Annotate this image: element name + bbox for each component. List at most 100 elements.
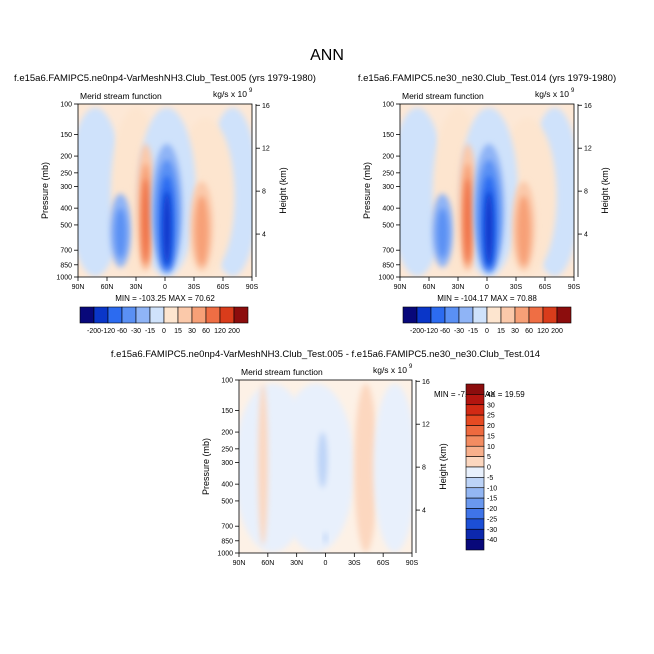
height-axis-label: Height (km) xyxy=(600,167,610,214)
contour-region xyxy=(194,195,209,266)
colorbar-label: -60 xyxy=(440,328,450,335)
units-label: kg/s x 10 xyxy=(373,365,407,375)
contour-fill xyxy=(239,383,412,553)
colorbar-label: 60 xyxy=(525,328,533,335)
colorbar-label: 40 xyxy=(487,392,495,399)
colorbar-label: 30 xyxy=(188,328,196,335)
variable-label: Merid stream function xyxy=(241,367,323,377)
contour-region xyxy=(485,191,493,266)
x-tick-label: 0 xyxy=(324,560,328,567)
colorbar-label: -15 xyxy=(145,328,155,335)
y-tick-label: 300 xyxy=(382,184,394,191)
colorbar: -200 -120 -60 -30 -15 0 15 30 60 120 200 xyxy=(402,306,572,335)
panel-difference: f.e15a6.FAMIPC5.ne0np4-VarMeshNH3.Club_T… xyxy=(111,349,540,567)
y-tick-label: 150 xyxy=(60,132,72,139)
y-axis-label: Pressure (mb) xyxy=(201,438,211,495)
colorbar-box xyxy=(486,306,502,324)
colorbar-label: -40 xyxy=(487,537,497,544)
height-tick-label: 4 xyxy=(262,232,266,239)
height-tick-label: 12 xyxy=(262,146,270,153)
colorbar-box xyxy=(121,306,137,324)
colorbar-label: 120 xyxy=(214,328,226,335)
height-tick-label: 12 xyxy=(584,146,592,153)
colorbar-box xyxy=(416,306,432,324)
colorbar-label: 30 xyxy=(487,402,495,409)
colorbar-box xyxy=(465,518,485,530)
colorbar-box xyxy=(465,425,485,437)
colorbar-box xyxy=(542,306,558,324)
y-tick-label: 100 xyxy=(382,102,394,109)
x-tick-label: 90N xyxy=(394,284,407,291)
contour-region xyxy=(317,432,328,488)
colorbar-label: 120 xyxy=(537,328,549,335)
colorbar-box xyxy=(233,306,249,324)
colorbar-box xyxy=(205,306,221,324)
colorbar-box xyxy=(472,306,488,324)
colorbar-box xyxy=(430,306,446,324)
x-tick-label: 30S xyxy=(188,284,201,291)
contour-region xyxy=(436,208,449,259)
units-label: kg/s x 10 xyxy=(213,89,247,99)
colorbar-label: -200 xyxy=(87,328,101,335)
colorbar-label: -20 xyxy=(487,506,497,513)
x-tick-label: 60S xyxy=(539,284,552,291)
y-tick-label: 200 xyxy=(60,154,72,161)
colorbar-label: -5 xyxy=(487,475,493,482)
colorbar-label: 30 xyxy=(511,328,519,335)
height-tick-label: 16 xyxy=(262,103,270,110)
colorbar-label: 0 xyxy=(485,328,489,335)
colorbar-box xyxy=(465,487,485,499)
colorbar-box xyxy=(219,306,235,324)
colorbar-box xyxy=(528,306,544,324)
colorbar-box xyxy=(402,306,418,324)
colorbar-label: -10 xyxy=(487,485,497,492)
y-tick-label: 250 xyxy=(221,446,233,453)
contour-region xyxy=(464,178,472,264)
colorbar-label: 200 xyxy=(551,328,563,335)
colorbar-label: -30 xyxy=(454,328,464,335)
colorbar-label: 20 xyxy=(487,423,495,430)
y-tick-label: 500 xyxy=(60,222,72,229)
x-tick-label: 90S xyxy=(568,284,581,291)
colorbar-label: 0 xyxy=(162,328,166,335)
colorbar-box xyxy=(465,477,485,489)
colorbar: -200 -120 -60 -30 -15 0 15 30 60 120 200 xyxy=(79,306,249,335)
x-tick-label: 30N xyxy=(290,560,303,567)
colorbar-box xyxy=(465,414,485,426)
colorbar-box xyxy=(465,497,485,509)
colorbar-box xyxy=(135,306,151,324)
height-tick-label: 4 xyxy=(422,508,426,515)
colorbar-label: -25 xyxy=(487,516,497,523)
x-tick-label: 90S xyxy=(406,560,419,567)
colorbar-box xyxy=(465,528,485,540)
height-tick-label: 8 xyxy=(262,189,266,196)
height-tick-label: 12 xyxy=(422,422,430,429)
height-axis-label: Height (km) xyxy=(278,167,288,214)
contour-region xyxy=(516,195,531,266)
x-tick-label: 90S xyxy=(246,284,259,291)
y-tick-label: 200 xyxy=(221,430,233,437)
y-tick-label: 1000 xyxy=(56,275,72,282)
y-tick-label: 500 xyxy=(382,222,394,229)
contour-fill xyxy=(78,107,252,277)
colorbar-box xyxy=(149,306,165,324)
colorbar-box xyxy=(163,306,179,324)
colorbar-label: 5 xyxy=(487,454,491,461)
colorbar-box xyxy=(465,508,485,520)
colorbar-label: 60 xyxy=(202,328,210,335)
height-tick-label: 16 xyxy=(584,103,592,110)
y-axis-label: Pressure (mb) xyxy=(40,162,50,219)
x-tick-label: 30N xyxy=(130,284,143,291)
height-tick-label: 8 xyxy=(584,189,588,196)
y-tick-label: 400 xyxy=(382,206,394,213)
colorbar-label: -30 xyxy=(131,328,141,335)
colorbar-label: -15 xyxy=(468,328,478,335)
y-tick-label: 250 xyxy=(382,170,394,177)
height-tick-label: 4 xyxy=(584,232,588,239)
colorbar-box xyxy=(465,404,485,416)
y-tick-label: 700 xyxy=(382,248,394,255)
contour-fill xyxy=(400,107,574,277)
contour-region xyxy=(142,178,150,264)
units-exponent: 9 xyxy=(571,88,575,94)
